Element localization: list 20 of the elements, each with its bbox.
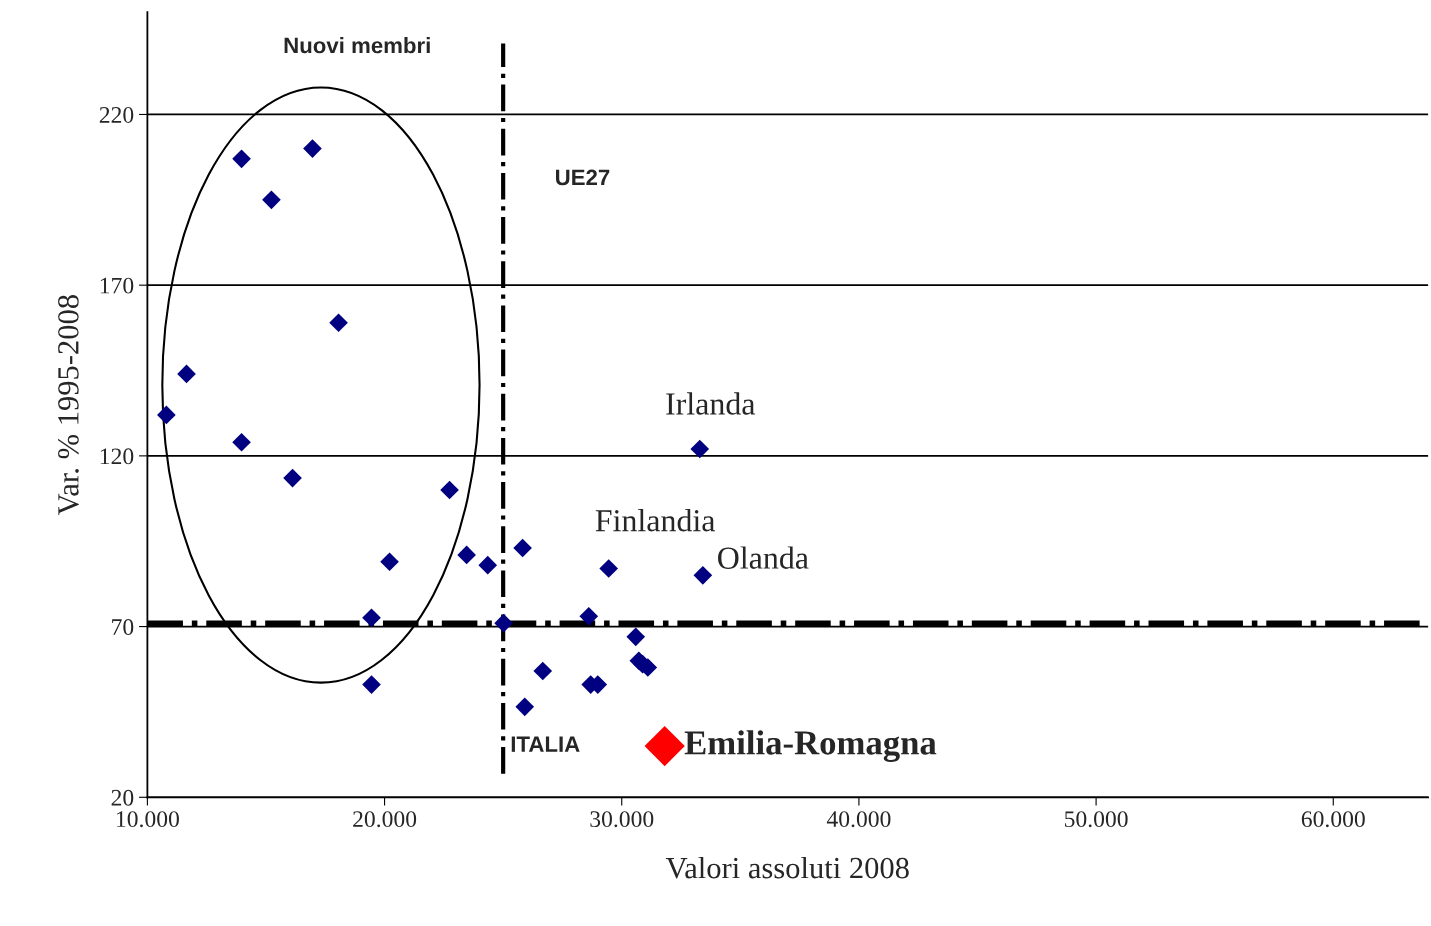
x-tick-label: 30.000 xyxy=(590,811,654,828)
x-tick-label: 20.000 xyxy=(353,811,417,828)
y-tick-label: 120 xyxy=(100,448,134,465)
annotation: Nuovi membri xyxy=(284,37,430,54)
ref-line-label: ITALIA xyxy=(511,736,580,752)
y-axis-title: Var. % 1995-2008 xyxy=(58,295,79,516)
x-tick-label: 60.000 xyxy=(1301,811,1365,828)
annotation: Emilia-Romagna xyxy=(684,730,937,762)
x-tick-label: 10.000 xyxy=(117,811,179,828)
x-tick-label: 50.000 xyxy=(1065,811,1128,828)
y-tick-label: 70 xyxy=(112,619,134,635)
x-tick-label: 40.000 xyxy=(826,811,891,828)
annotation: Irlanda xyxy=(666,392,756,415)
y-tick-label: 170 xyxy=(100,277,134,294)
x-axis-title: Valori assoluti 2008 xyxy=(665,856,909,879)
y-tick-label: 220 xyxy=(99,106,134,123)
annotation: UE27 xyxy=(556,169,610,186)
annotation: Finlandia xyxy=(595,509,716,532)
y-tick-label: 20 xyxy=(111,789,134,806)
annotation: Olanda xyxy=(718,546,809,569)
